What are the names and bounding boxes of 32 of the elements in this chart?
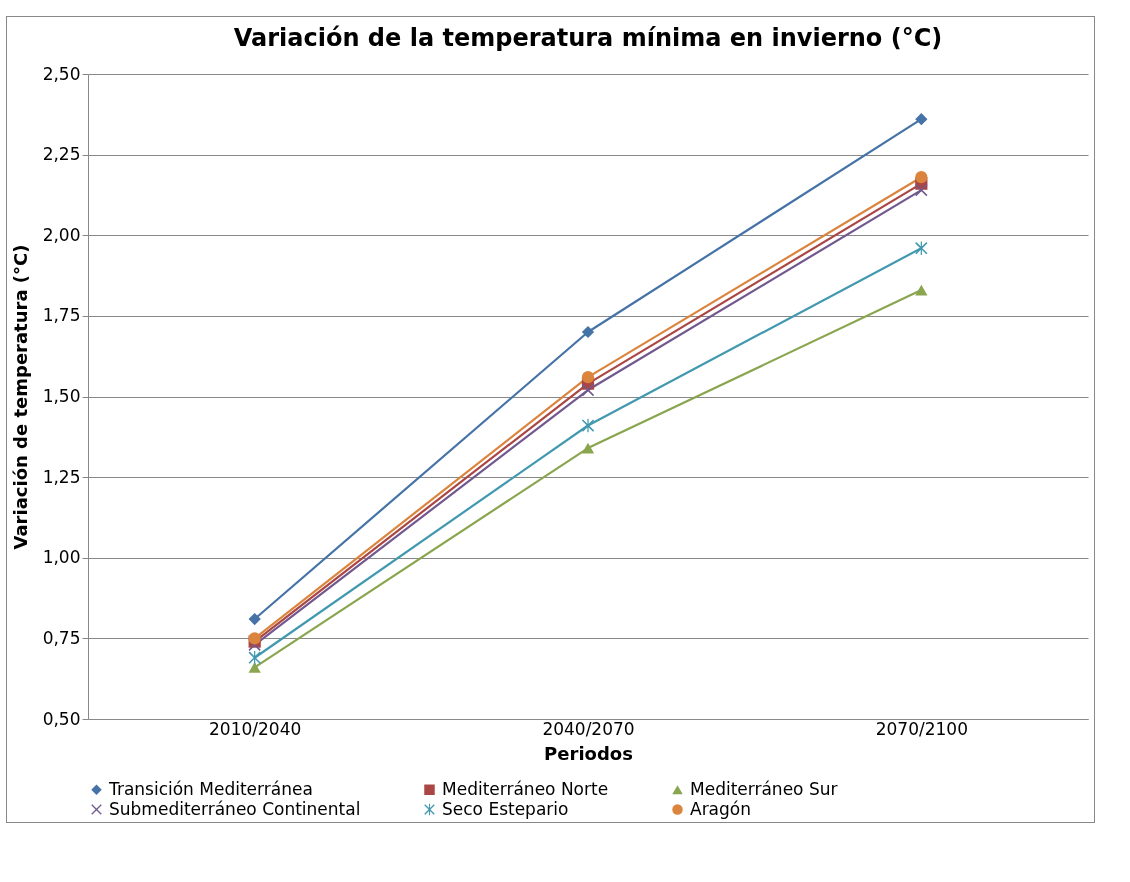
y-tick-label: 1,50 (42, 386, 81, 406)
x-tick-label: 2040/2070 (542, 718, 635, 739)
y-tick-label: 1,00 (42, 547, 81, 568)
point (581, 371, 595, 384)
legend-label: Transición Mediterránea (108, 778, 313, 799)
point (915, 171, 928, 184)
point (248, 650, 261, 665)
point (581, 418, 595, 433)
point (581, 325, 595, 339)
x-axis-title: Periodos (544, 742, 633, 764)
point (581, 383, 595, 397)
point (248, 662, 261, 673)
y-tick-label: 1,75 (42, 305, 81, 326)
y-tick-label: 2,00 (42, 224, 81, 245)
legend-label: Seco Estepario (442, 798, 569, 819)
legend-label: Submediterráneo Continental (109, 798, 361, 819)
y-tick-label: 1,25 (42, 466, 81, 487)
point (915, 113, 928, 126)
x-tick-label: 2070/2100 (875, 718, 968, 739)
point (915, 284, 928, 296)
y-tick-label: 0,50 (42, 708, 81, 729)
point (248, 612, 261, 626)
point (581, 442, 595, 454)
x-tick-label: 2010/2040 (209, 718, 302, 739)
legend-label: Aragón (690, 798, 752, 819)
y-tick-label: 0,75 (42, 627, 81, 648)
chart-title: Variación de la temperatura mínima en invierno (°C) (233, 24, 943, 52)
y-tick-label: 2,50 (42, 63, 81, 84)
y-axis-title: Variación de temperatura (°C) (9, 244, 31, 550)
y-tick-label: 2,25 (42, 144, 81, 165)
legend-label: Mediterráneo Norte (442, 778, 609, 799)
legend-label: Mediterráneo Sur (690, 778, 838, 799)
